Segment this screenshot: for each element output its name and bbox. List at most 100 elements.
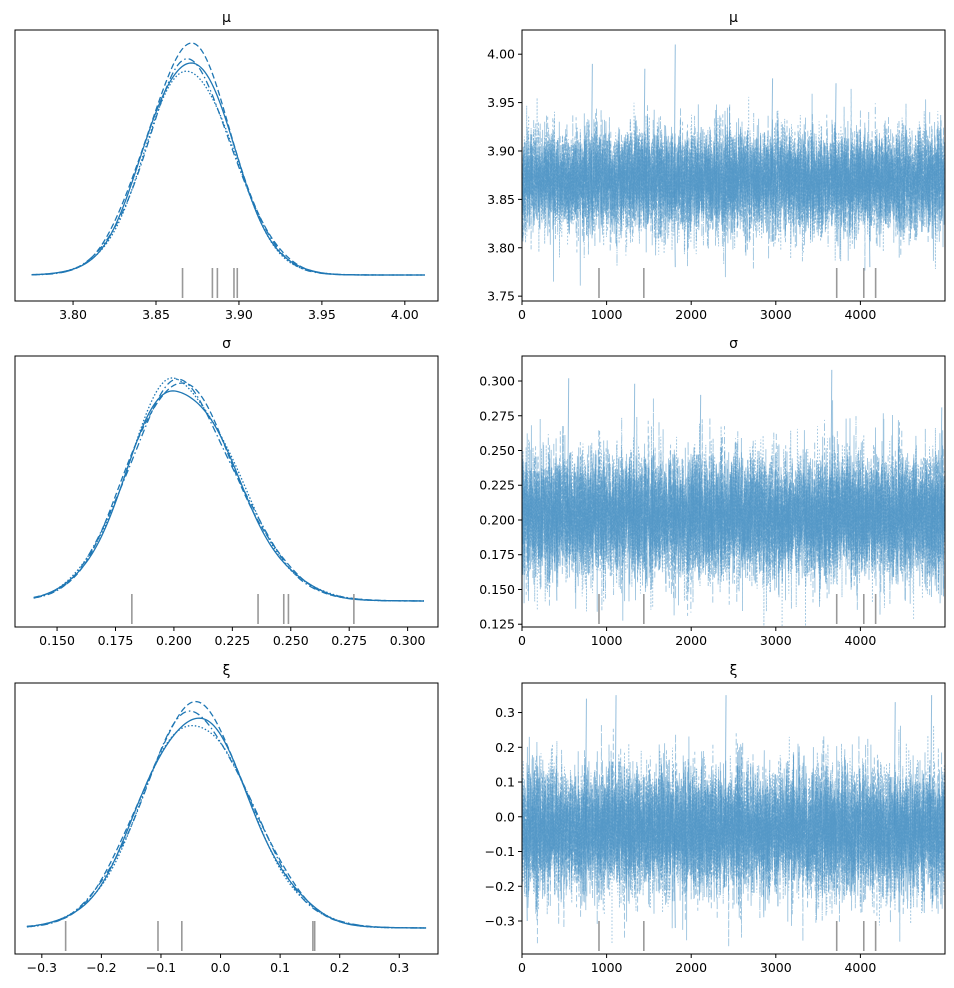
sigma-trace-chain-3 [522, 423, 945, 627]
xi-trace-plot-area [522, 695, 945, 951]
sigma-trace-ytick-label: 0.250 [479, 443, 515, 458]
mu-trace-spike [673, 180, 676, 268]
xi-density-xtick-label: 0.1 [270, 960, 290, 975]
mu-trace-spike [643, 68, 646, 181]
xi-trace-ytick-label: 0.2 [495, 740, 515, 755]
mu-trace-xtick-label: 3000 [760, 307, 792, 322]
xi-density-title: ξ [223, 663, 231, 679]
xi-density-xtick-label: −0.1 [146, 960, 176, 975]
sigma-trace-xtick-label: 1000 [591, 633, 623, 648]
mu-trace-ytick-label: 3.95 [487, 95, 515, 110]
sigma-trace-ytick-label: 0.150 [479, 582, 515, 597]
sigma-density-title: σ [222, 336, 231, 352]
mu-trace-ytick-label: 3.90 [487, 143, 515, 158]
xi-density-kde-chain-2 [26, 710, 427, 929]
mu-trace-chain-3 [522, 96, 945, 270]
sigma-trace-plot-area [522, 369, 945, 627]
mu-trace-plot-area [522, 44, 945, 298]
xi-trace-ytick-label: 0.1 [495, 775, 515, 790]
sigma-trace-spike [830, 369, 833, 516]
mu-trace-ytick-label: 3.80 [487, 240, 515, 255]
xi-trace-spike [724, 695, 727, 831]
sigma-trace-spike [633, 383, 636, 516]
sigma-trace-axes-frame [521, 355, 946, 628]
xi-trace-spike [584, 698, 587, 831]
sigma-density-kde-chain-2 [33, 378, 424, 602]
xi-trace-xtick-label: 0 [518, 960, 526, 975]
mu-trace-spike [771, 78, 774, 181]
xi-trace-ytick-label: −0.2 [485, 879, 515, 894]
sigma-trace-title: σ [729, 336, 738, 352]
xi-density-xtick-label: 0.0 [211, 960, 231, 975]
xi-trace-title: ξ [730, 663, 738, 679]
xi-density-xtick-label: 0.3 [389, 960, 409, 975]
mu-trace-axes-frame [521, 29, 946, 302]
mu-trace-xtick-label: 0 [518, 307, 526, 322]
mu-density-plot-area [31, 42, 425, 298]
sigma-trace-xtick-label: 4000 [844, 633, 876, 648]
mu-density-kde-chain-1 [31, 42, 425, 276]
xi-density-kde-chain-1 [26, 700, 427, 929]
mu-trace-spike [590, 63, 593, 181]
sigma-density-xtick-label: 0.300 [390, 633, 426, 648]
xi-density-panel: ξ −0.3 −0.2 −0.1 0.0 0.1 0.2 0.3 [14, 663, 439, 975]
xi-trace-spike [673, 830, 676, 928]
sigma-density-kde-chain-1 [33, 382, 424, 602]
mu-density-xtick-label: 3.90 [225, 307, 253, 322]
mu-trace-ytick-label: 4.00 [487, 47, 515, 62]
sigma-trace-spike [699, 394, 702, 516]
sigma-density-axes-frame [14, 355, 439, 628]
mu-trace-panel: μ 0 1000 2000 3000 4000 3.75 3.80 3.85 3.90 3.95 4.… [487, 10, 946, 322]
xi-trace-chain-3 [522, 725, 945, 944]
sigma-trace-panel: σ 0 1000 2000 3000 4000 0.125 0.150 0.175 0.200 0.… [479, 336, 946, 648]
mu-trace-spike [834, 83, 837, 181]
mu-density-panel: μ 3.80 3.85 3.90 3.95 4.00 [14, 10, 439, 322]
mu-trace-spike [868, 180, 871, 268]
sigma-trace-spike [940, 407, 943, 516]
xi-trace-xtick-label: 2000 [675, 960, 707, 975]
xi-density-plot-area [26, 700, 427, 951]
mu-density-title: μ [222, 10, 231, 26]
xi-density-kde-chain-3 [26, 724, 427, 929]
xi-trace-ytick-label: −0.1 [485, 844, 515, 859]
mu-density-xtick-label: 4.00 [391, 307, 419, 322]
xi-trace-spike [614, 695, 617, 831]
sigma-trace-xtick-label: 0 [518, 633, 526, 648]
sigma-trace-ytick-label: 0.125 [479, 617, 515, 632]
sigma-trace-spike [941, 515, 944, 597]
sigma-trace-ytick-label: 0.300 [479, 374, 515, 389]
xi-trace-spike [893, 702, 896, 831]
sigma-density-xtick-label: 0.250 [273, 633, 309, 648]
xi-trace-xtick-label: 4000 [844, 960, 876, 975]
xi-trace-spike [930, 695, 933, 831]
xi-trace-axes-frame [521, 682, 946, 955]
mu-density-kde-chain-2 [31, 58, 425, 276]
xi-density-kde-chain-0 [26, 717, 427, 929]
sigma-density-xtick-label: 0.275 [331, 633, 367, 648]
sigma-density-kde-chain-0 [33, 390, 424, 602]
sigma-density-panel: σ 0.150 0.175 0.200 0.225 0.250 0.275 0.300 [14, 336, 439, 648]
mu-trace-xtick-label: 4000 [844, 307, 876, 322]
xi-trace-ytick-label: 0.3 [495, 705, 515, 720]
sigma-density-xtick-label: 0.200 [156, 633, 192, 648]
mu-trace-xtick-label: 2000 [675, 307, 707, 322]
xi-density-xtick-label: 0.2 [330, 960, 350, 975]
mu-density-kde-chain-3 [31, 70, 425, 276]
sigma-trace-ytick-label: 0.200 [479, 512, 515, 527]
sigma-density-xtick-label: 0.150 [39, 633, 75, 648]
xi-trace-xtick-label: 1000 [591, 960, 623, 975]
mu-density-xtick-label: 3.80 [59, 307, 87, 322]
xi-trace-panel: ξ 0 1000 2000 3000 4000 −0.3 −0.2 −0.1 0.0 0.1 0.2 0… [485, 663, 946, 975]
sigma-density-kde-chain-3 [33, 377, 424, 602]
xi-trace-ytick-label: −0.3 [485, 913, 515, 928]
mu-trace-ytick-label: 3.75 [487, 289, 515, 304]
xi-density-xtick-label: −0.2 [86, 960, 116, 975]
mu-density-axes-frame [14, 29, 439, 302]
xi-trace-ytick-label: 0.0 [495, 809, 515, 824]
xi-trace-spike [525, 830, 528, 921]
mu-density-xtick-label: 3.85 [142, 307, 170, 322]
mu-density-xtick-label: 3.95 [308, 307, 336, 322]
mu-trace-ytick-label: 3.85 [487, 192, 515, 207]
sigma-trace-ytick-label: 0.225 [479, 478, 515, 493]
sigma-density-xtick-label: 0.175 [98, 633, 134, 648]
